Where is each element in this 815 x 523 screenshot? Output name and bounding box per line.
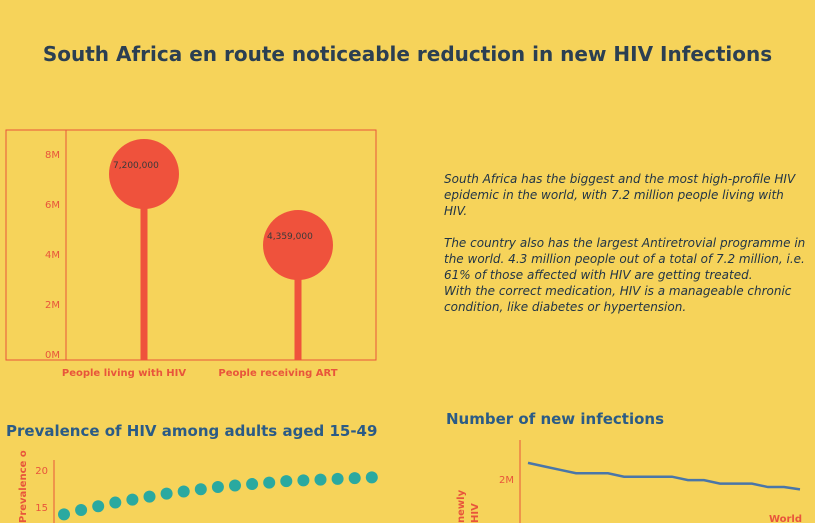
series-label-world: World <box>769 514 802 523</box>
page-title: South Africa en route noticeable reducti… <box>42 42 773 66</box>
data-point <box>160 487 173 500</box>
lollipop-chart: 0M 2M 4M 6M 8M People living with HIV People r… <box>5 129 377 379</box>
y-tick-label: 6M <box>45 200 60 211</box>
data-point <box>177 485 190 498</box>
lollipop-head <box>263 210 333 281</box>
description-panel: South Africa has the biggest and the mos… <box>444 171 806 315</box>
y-axis-label: HIV <box>470 503 481 523</box>
data-point <box>314 473 327 486</box>
description-paragraph-3: With the correct medication, HIV is a ma… <box>444 284 792 314</box>
plot-frame <box>5 129 377 361</box>
y-axis-label: newly <box>456 489 467 523</box>
data-point <box>280 475 293 488</box>
y-tick-label: 15 <box>35 503 48 514</box>
y-tick-label: 8M <box>45 150 60 161</box>
data-point <box>246 478 259 491</box>
data-point <box>194 483 207 496</box>
data-point <box>143 490 156 503</box>
lollipop-stem <box>294 245 302 360</box>
y-tick-label: 2M <box>45 300 60 311</box>
x-category-label: People living with HIV <box>62 368 187 379</box>
y-tick-label: 0M <box>45 350 60 361</box>
data-label: 4,359,000 <box>267 232 313 242</box>
data-point <box>211 481 224 494</box>
data-point <box>263 476 276 489</box>
data-point <box>126 493 139 506</box>
y-tick-label: 4M <box>45 250 60 261</box>
data-point <box>109 496 122 509</box>
data-point <box>58 508 70 521</box>
data-point <box>229 479 241 492</box>
data-point <box>331 472 344 485</box>
data-point <box>365 471 378 484</box>
description-paragraph-2: The country also has the largest Antiret… <box>444 236 806 282</box>
lollipop-head <box>109 139 179 209</box>
infections-chart-title: Number of new infections <box>446 410 665 428</box>
data-point <box>348 472 361 485</box>
lollipop-stem <box>140 174 148 360</box>
data-point <box>92 500 105 513</box>
infections-chart: 2M newly HIV World <box>456 440 802 523</box>
data-point <box>75 503 88 516</box>
y-tick-label: 2M <box>499 475 514 486</box>
y-axis-label: Prevalence of HIV amo.. <box>18 450 29 523</box>
prevalence-chart-title: Prevalence of HIV among adults aged 15-4… <box>6 422 378 440</box>
x-category-label: People receiving ART <box>218 368 337 379</box>
series-line-world <box>527 461 801 491</box>
y-tick-label: 20 <box>35 466 48 477</box>
data-label: 7,200,000 <box>113 161 159 171</box>
prevalence-chart: 20 15 Prevalence of HIV amo.. <box>18 450 378 523</box>
data-point <box>297 474 310 487</box>
description-paragraph-1: South Africa has the biggest and the mos… <box>444 172 796 218</box>
